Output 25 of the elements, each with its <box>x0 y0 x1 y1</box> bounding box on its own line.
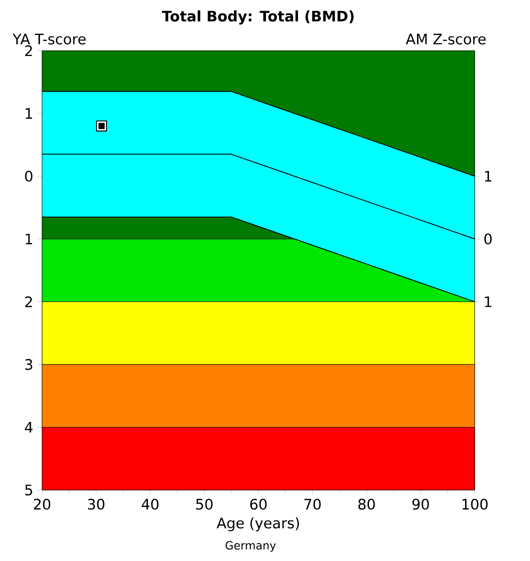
y-tick-label: 1 <box>26 108 32 119</box>
y2-tick-label: 0 <box>484 234 492 244</box>
y-tick-label: 1 <box>26 234 32 244</box>
text: Germany <box>226 541 276 552</box>
y2-tick-label: 1 <box>485 170 492 182</box>
x-tick-label: 40 <box>142 498 159 510</box>
x-tick-label: 60 <box>250 498 267 510</box>
x-tick-label: 70 <box>304 498 321 510</box>
x-tick-label: 30 <box>88 498 105 510</box>
y2-axis-title: AM Z-score <box>406 34 486 45</box>
y-tick-label: 2 <box>25 296 32 308</box>
x-tick-label: 90 <box>412 498 430 510</box>
x-tick-label: 20 <box>34 498 50 510</box>
y-tick-label: 3 <box>25 359 32 370</box>
y-axis-title: YA T-score <box>12 34 86 45</box>
x-tick-label: 100 <box>462 498 488 510</box>
y-tick-label: 4 <box>25 422 33 433</box>
x-tick-label: 50 <box>196 498 213 510</box>
x-tick-label: 80 <box>358 498 375 510</box>
y-tick-label: 5 <box>25 484 32 496</box>
y-tick-label: 0 <box>25 170 33 182</box>
y2-tick-label: 1 <box>485 296 492 308</box>
y-tick-label: 2 <box>25 45 32 56</box>
x-axis-title: Age (years) <box>216 517 300 532</box>
chart-title: Total Body: Total (BMD) <box>162 10 354 24</box>
